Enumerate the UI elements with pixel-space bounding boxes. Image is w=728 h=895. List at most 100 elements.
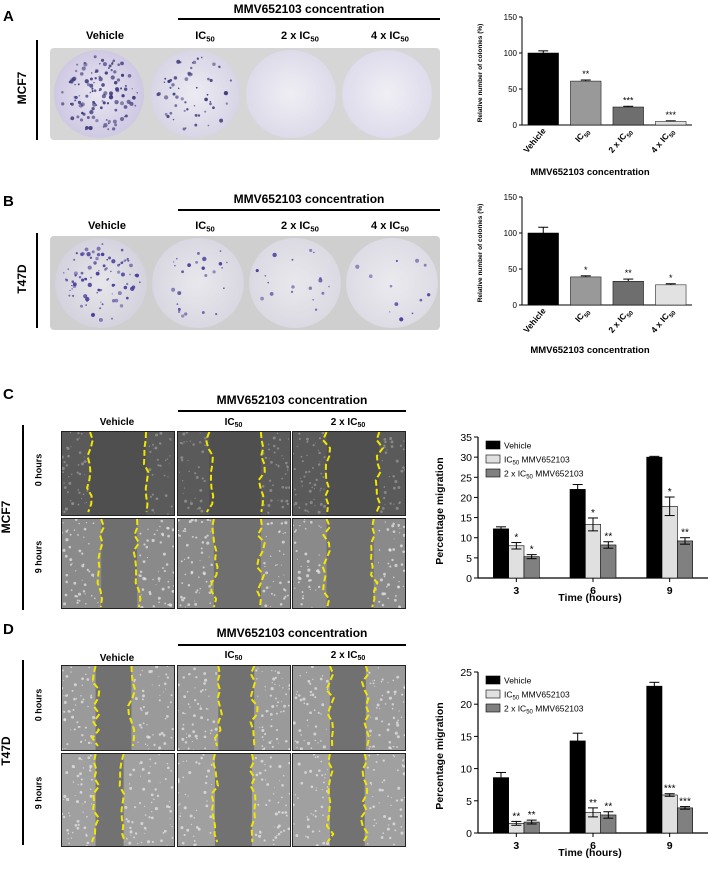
cell-texture bbox=[63, 718, 66, 721]
cell-texture bbox=[257, 803, 260, 806]
cell-texture bbox=[267, 511, 270, 514]
cell-texture bbox=[368, 671, 371, 674]
cell-texture bbox=[378, 788, 382, 792]
cell-texture bbox=[199, 592, 201, 594]
cell-texture bbox=[80, 694, 82, 697]
cell-texture bbox=[264, 604, 268, 608]
cell-texture bbox=[151, 508, 155, 512]
cell-texture bbox=[206, 519, 210, 521]
cell-texture bbox=[308, 470, 311, 473]
cell-texture bbox=[401, 764, 404, 766]
cell-texture bbox=[183, 558, 186, 561]
colony-dot bbox=[196, 57, 200, 60]
cell-texture bbox=[280, 499, 284, 503]
colony-dot bbox=[174, 104, 178, 108]
colony-dot bbox=[90, 276, 92, 279]
cell-texture bbox=[215, 671, 217, 674]
cell-texture bbox=[195, 676, 198, 679]
cell-texture bbox=[91, 803, 93, 805]
colony-dot bbox=[95, 118, 99, 123]
cell-texture bbox=[200, 756, 203, 760]
cell-texture bbox=[158, 442, 162, 445]
cell-texture bbox=[199, 587, 201, 590]
colony-dot bbox=[85, 296, 90, 302]
colony-dot bbox=[125, 296, 129, 300]
colony-dot bbox=[218, 261, 223, 266]
cell-texture bbox=[184, 606, 186, 608]
cell-texture bbox=[153, 743, 156, 747]
cell-texture bbox=[65, 530, 68, 533]
chart-c-legend-swatch-2 bbox=[485, 468, 501, 478]
cell-texture bbox=[171, 836, 174, 839]
cell-texture bbox=[295, 834, 299, 838]
cell-texture bbox=[285, 499, 289, 503]
cell-texture bbox=[74, 795, 76, 797]
cell-texture bbox=[195, 591, 198, 594]
cell-texture bbox=[158, 675, 160, 677]
cell-texture bbox=[303, 520, 306, 523]
cell-texture bbox=[77, 784, 79, 786]
cell-texture bbox=[71, 715, 75, 719]
cell-texture bbox=[317, 585, 321, 589]
wound-gap bbox=[209, 432, 261, 515]
wound-edge-right bbox=[255, 519, 266, 608]
cell-texture bbox=[189, 440, 192, 442]
chart-d-legend-label-2: 2 x IC50 MMV652103 bbox=[504, 704, 584, 716]
cell-texture bbox=[85, 834, 88, 837]
cell-texture bbox=[283, 829, 286, 832]
cell-texture bbox=[158, 733, 162, 736]
colony-dot bbox=[72, 294, 75, 297]
chart-b-y-tick-label-0: 0 bbox=[513, 301, 518, 310]
cell-texture bbox=[97, 602, 99, 604]
cell-texture bbox=[307, 568, 311, 572]
cell-texture bbox=[157, 577, 161, 581]
cell-texture bbox=[390, 804, 392, 807]
chart-d-legend-swatch-1 bbox=[485, 689, 501, 699]
cell-texture bbox=[257, 695, 259, 697]
chart-c-bar-s0-c1 bbox=[569, 489, 586, 579]
cell-texture bbox=[179, 604, 182, 607]
cell-texture bbox=[369, 807, 372, 810]
cell-texture bbox=[278, 742, 280, 744]
cell-texture bbox=[398, 502, 401, 505]
colony-dot bbox=[113, 70, 117, 74]
cell-texture bbox=[311, 830, 315, 833]
cell-texture bbox=[138, 723, 142, 727]
colony-dot bbox=[110, 69, 113, 72]
cell-texture bbox=[321, 774, 324, 777]
colony-dot bbox=[95, 271, 100, 276]
cell-texture bbox=[396, 746, 398, 748]
cell-line-bar-b bbox=[36, 233, 38, 328]
colony-dot bbox=[209, 101, 212, 103]
colony-dot bbox=[101, 94, 106, 99]
cell-texture bbox=[168, 800, 171, 803]
cell-texture bbox=[133, 678, 136, 681]
cell-texture bbox=[266, 783, 270, 786]
wound-edge-right bbox=[132, 519, 142, 608]
cell-texture bbox=[139, 574, 142, 578]
colony-dot bbox=[163, 81, 166, 83]
cell-texture bbox=[384, 521, 387, 523]
cell-texture bbox=[270, 521, 273, 525]
colony-dish-a-4xic50 bbox=[342, 50, 432, 138]
scratch-image-c-1-ic50 bbox=[177, 518, 291, 609]
wound-edge-left bbox=[90, 754, 101, 843]
cell-texture bbox=[187, 584, 191, 587]
cell-texture bbox=[321, 432, 325, 435]
chart-d-bar-s0-c0 bbox=[493, 777, 509, 834]
cell-texture bbox=[397, 525, 399, 528]
cell-texture bbox=[85, 603, 87, 605]
colony-dot bbox=[187, 71, 191, 76]
cell-texture bbox=[81, 677, 84, 681]
chart-b-bar-3 bbox=[655, 284, 687, 306]
cell-texture bbox=[208, 585, 211, 588]
cell-texture bbox=[183, 487, 186, 489]
cell-texture bbox=[380, 680, 383, 683]
cell-texture bbox=[69, 815, 71, 817]
colony-dot bbox=[229, 79, 233, 82]
cell-texture bbox=[209, 831, 212, 834]
cell-texture bbox=[81, 579, 83, 581]
cell-texture bbox=[320, 713, 322, 715]
cell-texture bbox=[182, 492, 184, 494]
cell-texture bbox=[182, 529, 185, 532]
